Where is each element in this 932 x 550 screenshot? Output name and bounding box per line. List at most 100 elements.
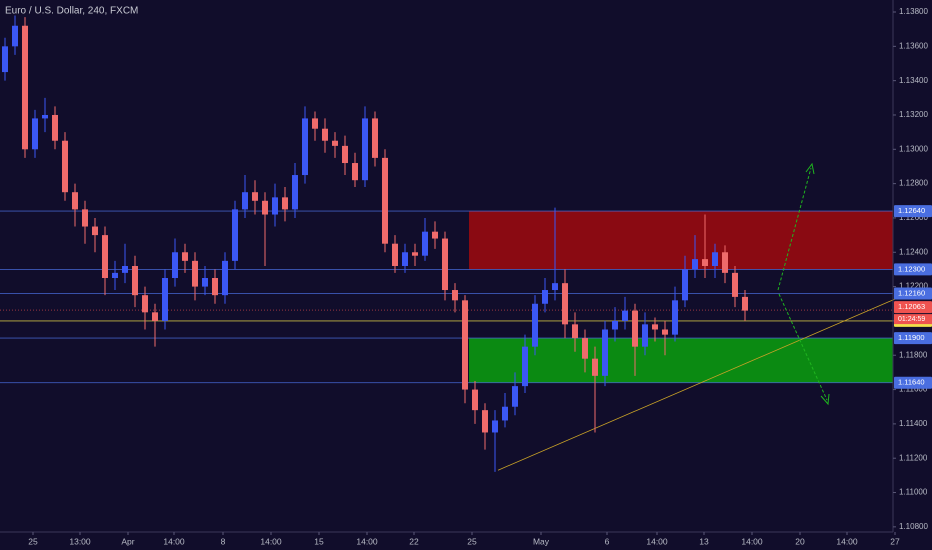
- candle-body: [442, 238, 448, 291]
- candle-body: [402, 252, 408, 266]
- candle-body: [692, 259, 698, 270]
- candle-body: [512, 386, 518, 407]
- y-tick-label: 1.13600: [899, 41, 928, 50]
- zone: [469, 211, 893, 270]
- price-tag-label: 1.11900: [898, 333, 925, 342]
- candle-body: [182, 252, 188, 261]
- candle-body: [552, 283, 558, 291]
- price-tag-label: 1.12063: [898, 302, 925, 311]
- candle-body: [42, 114, 48, 119]
- candle-body: [662, 329, 668, 335]
- x-tick-label: 14:00: [260, 536, 282, 546]
- candle-body: [482, 410, 488, 433]
- candle-body: [312, 118, 318, 129]
- candle-body: [422, 231, 428, 256]
- x-tick-label: 13:00: [69, 536, 91, 546]
- candle-body: [472, 389, 478, 411]
- x-tick-label: 25: [467, 536, 477, 546]
- x-tick-label: 14:00: [356, 536, 378, 546]
- candle-body: [122, 266, 128, 273]
- candle-body: [82, 209, 88, 227]
- candle-body: [272, 197, 278, 215]
- x-tick-label: 8: [221, 536, 226, 546]
- arrow-down-head: [820, 393, 830, 406]
- candle-body: [2, 46, 8, 73]
- candle-body: [202, 278, 208, 287]
- x-tick-label: 13: [699, 536, 709, 546]
- price-tag: [894, 332, 932, 345]
- candle-body: [622, 310, 628, 321]
- candle-body: [592, 358, 598, 376]
- price-tag-label: 1.12300: [898, 264, 925, 273]
- x-tick-label: 15: [314, 536, 324, 546]
- candle-body: [342, 145, 348, 164]
- countdown-tag: [894, 314, 932, 325]
- candle-body: [262, 200, 268, 215]
- countdown-label: 01:24:59: [898, 316, 925, 323]
- candle-body: [462, 300, 468, 390]
- candle-body: [382, 157, 388, 244]
- candle-body: [322, 128, 328, 141]
- candle-body: [92, 226, 98, 236]
- candle-body: [672, 300, 678, 335]
- candle-body: [542, 290, 548, 304]
- x-tick-label: 14:00: [163, 536, 185, 546]
- candle-body: [142, 295, 148, 313]
- candle-body: [372, 118, 378, 158]
- y-tick-label: 1.12400: [899, 247, 928, 256]
- candle-body: [152, 312, 158, 321]
- candle-body: [612, 320, 618, 330]
- candle-body: [492, 420, 498, 433]
- y-tick-label: 1.13400: [899, 76, 928, 85]
- candle-body: [632, 310, 638, 347]
- candle-body: [242, 192, 248, 210]
- candle-body: [432, 231, 438, 239]
- candle-body: [522, 346, 528, 387]
- candle-body: [392, 243, 398, 266]
- candle-body: [212, 278, 218, 296]
- x-tick-label: 14:00: [646, 536, 668, 546]
- candle-body: [362, 118, 368, 181]
- candle-body: [582, 338, 588, 359]
- y-tick-label: 1.12800: [899, 179, 928, 188]
- candle-body: [222, 260, 228, 296]
- y-tick-label: 1.11200: [899, 453, 928, 462]
- price-tag-label: 1.11640: [898, 378, 925, 387]
- price-tag-label: 1.12640: [898, 206, 925, 215]
- candle-body: [652, 324, 658, 330]
- x-tick-label: 27: [890, 536, 900, 546]
- candle-body: [102, 235, 108, 279]
- candle-body: [12, 25, 18, 47]
- y-tick-label: 1.11600: [899, 385, 928, 394]
- price-tag: [894, 287, 932, 300]
- candle-body: [562, 283, 568, 325]
- x-tick-label: 25: [28, 536, 38, 546]
- arrow-up: [777, 167, 812, 291]
- price-tag: [894, 205, 932, 218]
- candle-body: [682, 269, 688, 301]
- x-tick-label: 20: [795, 536, 805, 546]
- x-tick-label: 14:00: [836, 536, 858, 546]
- y-tick-label: 1.11000: [899, 488, 928, 497]
- candle-body: [52, 114, 58, 141]
- price-tag: [894, 301, 932, 314]
- candle-body: [112, 272, 118, 279]
- x-tick-label: 22: [409, 536, 419, 546]
- candle-body: [352, 163, 358, 181]
- candle-body: [172, 252, 178, 279]
- candle-body: [742, 296, 748, 311]
- x-tick-label: Apr: [121, 536, 134, 546]
- zone: [469, 338, 893, 383]
- candle-body: [22, 25, 28, 150]
- arrow-up-head: [805, 162, 815, 175]
- candle-body: [532, 303, 538, 347]
- candle-body: [72, 192, 78, 210]
- plot: [0, 15, 901, 472]
- y-tick-label: 1.12200: [899, 282, 928, 291]
- y-tick-label: 1.13800: [899, 7, 928, 16]
- candle-body: [642, 324, 648, 347]
- y-tick-label: 1.12600: [899, 213, 928, 222]
- candle-body: [232, 209, 238, 261]
- price-tag: [894, 263, 932, 276]
